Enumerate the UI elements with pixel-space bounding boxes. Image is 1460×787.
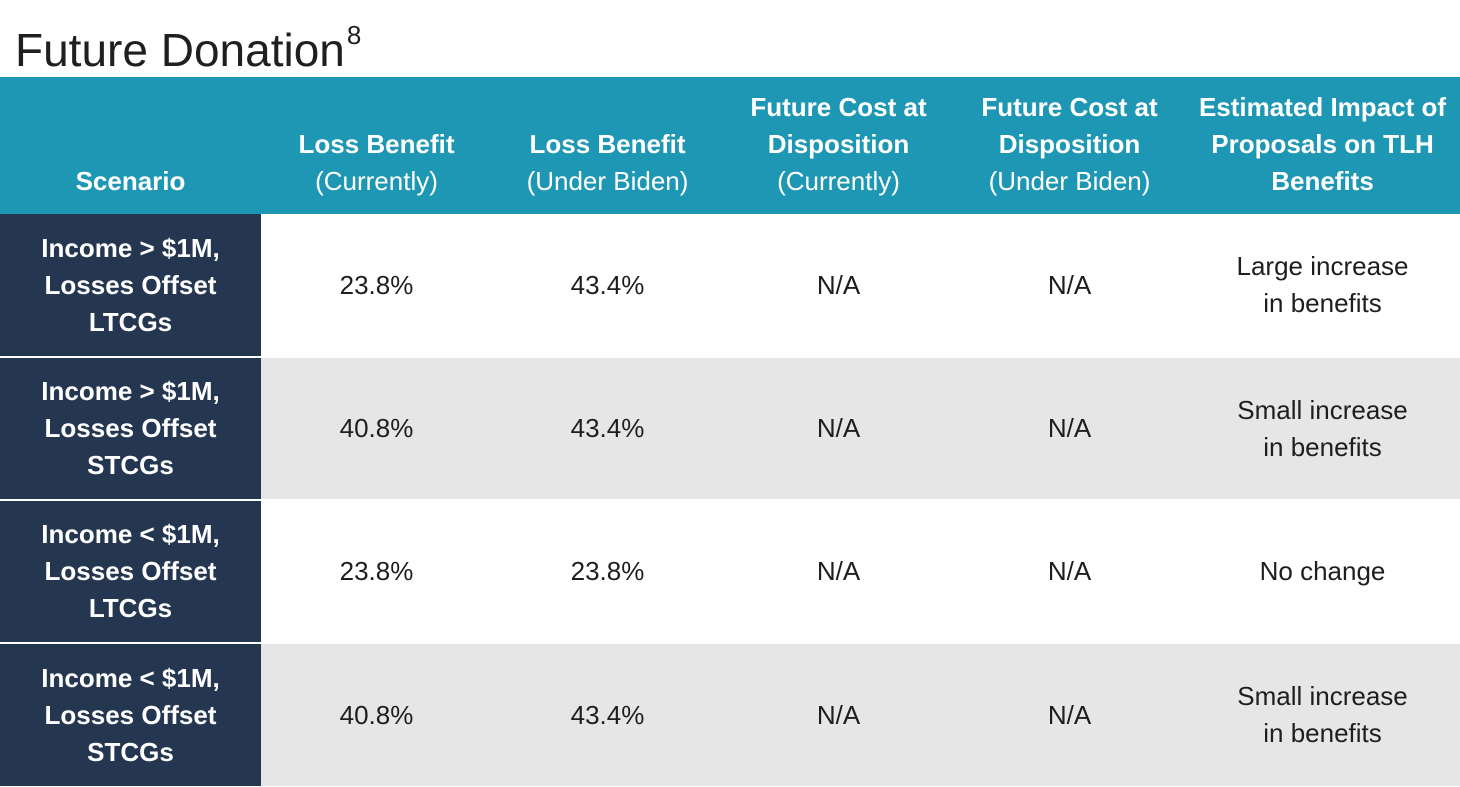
loss-benefit-biden-cell: 43.4% xyxy=(570,269,645,300)
future-cost-current-cell: N/A xyxy=(723,499,954,643)
impact-cell: Large increase in benefits xyxy=(1236,251,1409,318)
loss-benefit-biden-cell: 23.8% xyxy=(492,499,723,643)
scenario-cell: Income < $1M, Losses Offset LTCGs xyxy=(0,499,261,643)
header-future-cost-current: Future Cost at Disposition (Currently) xyxy=(750,92,927,196)
table-body: Income > $1M, Losses Offset LTCGs 23.8% … xyxy=(0,214,1460,786)
impact-cell: Small increase in benefits xyxy=(1185,356,1460,500)
future-cost-biden-cell: N/A xyxy=(954,499,1185,643)
header-loss-benefit-biden: Loss Benefit (Under Biden) xyxy=(526,129,689,196)
header-loss-benefit-current: Loss Benefit (Currently) xyxy=(298,129,455,196)
header-row: Scenario Loss Benefit (Currently) Loss B… xyxy=(0,77,1460,214)
impact-cell: Small increase in benefits xyxy=(1185,642,1460,786)
loss-benefit-current-cell: 40.8% xyxy=(261,642,492,786)
scenario-cell: Income > $1M, Losses Offset LTCGs xyxy=(0,214,261,357)
page-title-text: Future Donation xyxy=(15,24,345,76)
future-cost-biden-cell: N/A xyxy=(1047,269,1092,300)
header-scenario: Scenario xyxy=(75,166,186,196)
table-row: Income > $1M, Losses Offset LTCGs 23.8% … xyxy=(0,214,1460,357)
table-row: Income < $1M, Losses Offset STCGs 40.8% … xyxy=(0,642,1460,786)
future-cost-biden-cell: N/A xyxy=(954,642,1185,786)
loss-benefit-current-cell: 23.8% xyxy=(339,269,414,300)
table-row: Income < $1M, Losses Offset LTCGs 23.8% … xyxy=(0,499,1460,643)
header-future-cost-biden: Future Cost at Disposition (Under Biden) xyxy=(981,92,1158,196)
future-cost-current-cell: N/A xyxy=(723,356,954,500)
scenario-cell: Income < $1M, Losses Offset STCGs xyxy=(0,642,261,786)
header-estimated-impact: Estimated Impact of Proposals on TLH Ben… xyxy=(1198,92,1447,196)
scenario-cell: Income > $1M, Losses Offset STCGs xyxy=(0,356,261,500)
loss-benefit-current-cell: 40.8% xyxy=(261,356,492,500)
page-title: Future Donation8 xyxy=(15,8,361,77)
loss-benefit-biden-cell: 43.4% xyxy=(492,356,723,500)
loss-benefit-biden-cell: 43.4% xyxy=(492,642,723,786)
footnote-marker: 8 xyxy=(346,20,362,50)
loss-benefit-current-cell: 23.8% xyxy=(261,499,492,643)
table-row: Income > $1M, Losses Offset STCGs 40.8% … xyxy=(0,356,1460,500)
future-cost-current-cell: N/A xyxy=(723,642,954,786)
table-header: Scenario Loss Benefit (Currently) Loss B… xyxy=(0,77,1460,214)
impact-cell: No change xyxy=(1185,499,1460,643)
future-cost-current-cell: N/A xyxy=(816,269,861,300)
tlh-scenario-table: Scenario Loss Benefit (Currently) Loss B… xyxy=(0,77,1460,786)
future-cost-biden-cell: N/A xyxy=(954,356,1185,500)
